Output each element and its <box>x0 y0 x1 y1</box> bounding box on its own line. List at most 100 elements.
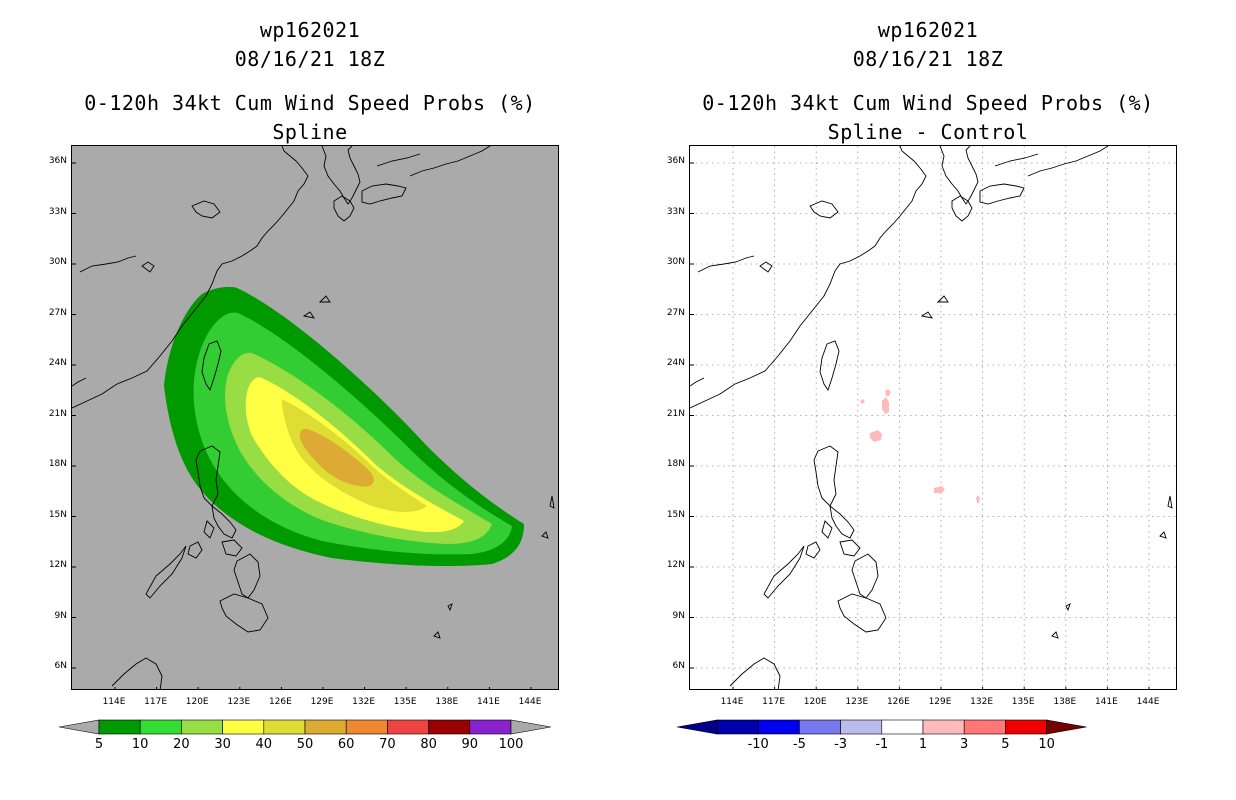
lon-label: 114E <box>102 697 126 707</box>
colorbar-label: 10 <box>131 737 149 752</box>
coastline <box>979 183 1025 205</box>
diff-patch <box>885 389 891 396</box>
lat-label: 33N <box>666 206 685 217</box>
coastline <box>361 183 407 205</box>
lon-label: 117E <box>144 697 168 707</box>
colorbar-label: 80 <box>420 737 437 752</box>
lat-label: 21N <box>48 408 67 419</box>
lon-label: 141E <box>476 697 500 707</box>
left-coastlines <box>72 146 555 689</box>
lat-label: 30N <box>48 257 67 267</box>
lon-label: 117E <box>762 697 786 707</box>
colorbar-label: 90 <box>461 737 479 752</box>
coastline <box>409 146 491 177</box>
colorbar-label: 10 <box>1038 737 1055 752</box>
lon-label: 123E <box>845 697 869 707</box>
lat-label: 30N <box>666 257 685 267</box>
lat-label: 18N <box>666 459 685 469</box>
right-map-canvas <box>690 146 1176 689</box>
colorbar-swatch <box>139 719 182 735</box>
lat-label: 36N <box>48 156 67 166</box>
colorbar-swatch <box>799 719 841 735</box>
band-40-pct <box>282 399 427 512</box>
colorbar-swatch <box>716 719 759 735</box>
left-map <box>71 145 559 690</box>
colorbar-swatch <box>263 719 306 735</box>
lon-label: 126E <box>268 697 292 707</box>
coastline <box>195 445 221 507</box>
colorbar-swatch <box>428 719 471 735</box>
diff-patch <box>870 430 882 442</box>
coastline <box>763 545 805 599</box>
diff-patch <box>934 486 945 493</box>
coastline <box>805 541 821 559</box>
left-map-canvas <box>72 146 558 689</box>
lat-label: 24N <box>666 358 685 368</box>
left-subtitle: Spline <box>272 120 348 144</box>
colorbar-label: 20 <box>173 737 190 752</box>
band-50-pct <box>299 428 374 487</box>
colorbar-label: 70 <box>379 737 396 752</box>
right-colorbar <box>676 719 1087 735</box>
coastline <box>549 495 555 509</box>
lon-label: 114E <box>720 697 744 707</box>
coastline <box>1051 631 1059 639</box>
lon-label: 123E <box>227 697 251 707</box>
lon-label: 144E <box>1136 697 1160 707</box>
lon-label: 138E <box>435 697 459 707</box>
colorbar-label: 60 <box>337 737 355 752</box>
right-datetime: 08/16/21 18Z <box>852 47 1004 71</box>
colorbar-over-arrow <box>1046 719 1087 735</box>
lat-label: 12N <box>48 560 67 570</box>
colorbar-label: -5 <box>792 737 806 752</box>
coastline <box>819 340 840 392</box>
coastline <box>936 295 949 303</box>
left-storm-id: wp162021 <box>259 18 361 42</box>
lon-label: 144E <box>518 697 542 707</box>
colorbar-label: 1 <box>918 737 928 752</box>
colorbar-label: 100 <box>498 737 524 752</box>
right-storm-id: wp162021 <box>877 18 979 42</box>
coastline <box>837 593 887 633</box>
lon-label: 135E <box>1011 697 1035 707</box>
left-datetime: 08/16/21 18Z <box>234 47 386 71</box>
colorbar-label: 3 <box>960 737 969 752</box>
colorbar-label: 50 <box>296 737 314 752</box>
lat-label: 21N <box>666 408 685 419</box>
coastline <box>233 553 261 599</box>
coastline <box>690 146 927 409</box>
coastline <box>951 195 973 222</box>
colorbar-swatch <box>757 719 800 735</box>
diff-patch <box>976 495 980 503</box>
lat-label: 36N <box>666 156 685 166</box>
lon-label: 126E <box>886 697 910 707</box>
coastline <box>318 295 331 303</box>
coastline <box>203 520 215 539</box>
coastline <box>1027 146 1109 177</box>
coastline <box>839 539 861 557</box>
colorbar-swatch <box>922 719 965 735</box>
lon-label: 129E <box>310 697 334 707</box>
colorbar-label: -10 <box>747 737 769 752</box>
colorbar-swatch <box>304 719 347 735</box>
right-product-title: 0-120h 34kt Cum Wind Speed Probs (%) <box>702 91 1154 115</box>
coastline <box>447 603 453 612</box>
colorbar-swatch <box>469 719 512 735</box>
left-grid-lines <box>72 162 532 689</box>
coastline <box>690 377 705 387</box>
coastline <box>729 657 781 689</box>
lon-label: 132E <box>970 697 994 707</box>
right-coastlines <box>690 146 1173 689</box>
colorbar-swatch <box>963 719 1006 735</box>
colorbar-label: 5 <box>1001 737 1010 752</box>
lat-label: 15N <box>48 509 67 520</box>
colorbar-label: 5 <box>94 737 104 752</box>
coastline <box>1167 495 1173 509</box>
colorbar-swatch <box>840 719 883 735</box>
coastline <box>191 200 221 219</box>
difference-patches <box>860 389 980 503</box>
colorbar-swatch <box>1005 719 1047 735</box>
right-map <box>689 145 1177 690</box>
colorbar-swatch <box>98 719 141 735</box>
coastline <box>302 311 315 319</box>
